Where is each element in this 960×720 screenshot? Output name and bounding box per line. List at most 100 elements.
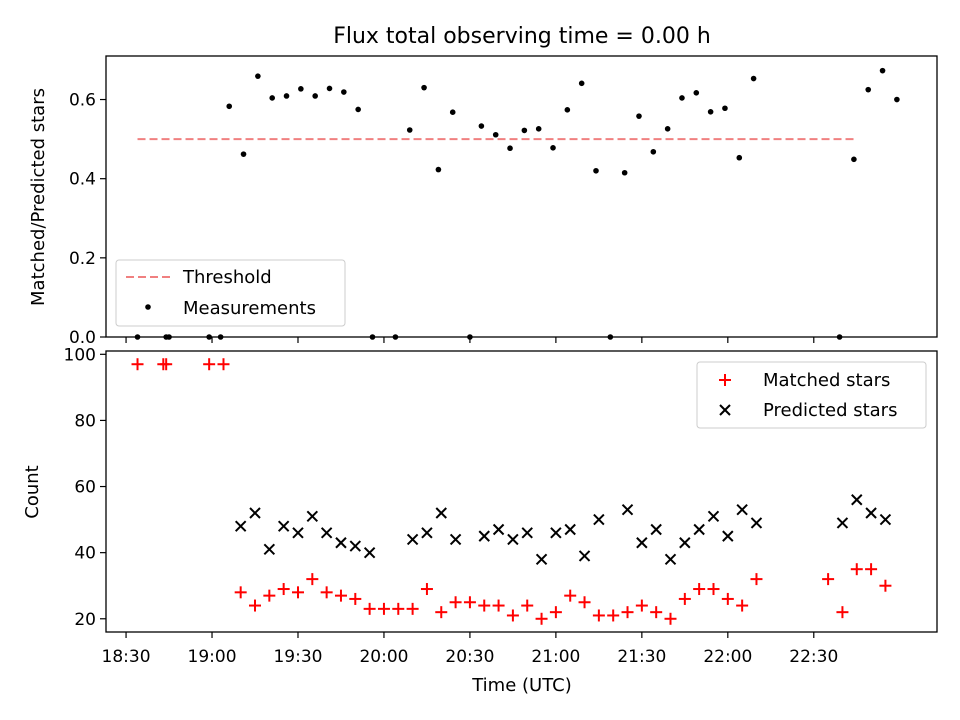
predicted-star-point: [578, 550, 591, 562]
y-tick-label: 0.4: [69, 170, 96, 190]
predicted-star-point: [650, 523, 662, 536]
measurement-point: [435, 166, 442, 173]
x-axis-label: Time (UTC): [471, 675, 572, 696]
predicted-star-point: [292, 527, 304, 539]
measurement-point: [564, 107, 571, 113]
measurement-point: [521, 127, 528, 134]
predicted-star-point: [851, 494, 863, 506]
matched-star-point: [506, 609, 519, 622]
measurement-point: [736, 154, 743, 161]
measurement-point: [679, 95, 685, 101]
x-tick-label: 22:00: [703, 647, 752, 667]
y-tick-label: 100: [64, 345, 96, 365]
y-tick-label: 0.0: [69, 328, 96, 348]
x-tick-label: 18:30: [102, 647, 151, 667]
matched-star-point: [850, 563, 863, 576]
matched-star-point: [291, 586, 304, 599]
predicted-star-point: [449, 533, 462, 546]
legend-threshold-label: Threshold: [182, 267, 272, 288]
count-legend: Matched stars Predicted stars: [696, 361, 927, 429]
measurement-point: [507, 145, 513, 152]
matched-star-point: [349, 592, 362, 605]
predicted-star-point: [664, 553, 677, 565]
predicted-star-point: [679, 537, 691, 549]
measurement-point: [492, 131, 499, 138]
y-tick-label: 60: [74, 478, 96, 498]
matched-star-point: [234, 586, 247, 599]
legend-matched-swatch: [719, 374, 731, 386]
measurement-point: [894, 96, 900, 103]
predicted-star-point: [736, 503, 748, 516]
predicted-star-point: [406, 533, 419, 546]
measurement-point: [226, 103, 233, 110]
measurement-point: [355, 106, 361, 113]
count-panel-frame: [105, 350, 938, 633]
matched-star-point: [406, 602, 419, 615]
predicted-stars-points: [234, 494, 892, 565]
figure-title: Flux total observing time = 0.00 h: [333, 24, 711, 49]
matched-star-point: [607, 609, 620, 622]
y-tick-label: 80: [74, 411, 96, 431]
matched-star-point: [449, 596, 462, 609]
matched-star-point: [249, 599, 262, 612]
predicted-star-point: [478, 530, 490, 542]
measurement-point: [750, 75, 757, 82]
matched-star-point: [750, 573, 763, 586]
legend-matched-label: Matched stars: [763, 370, 890, 391]
matched-star-point: [549, 606, 562, 619]
matched-star-point: [678, 592, 691, 605]
y-tick-label: 20: [74, 610, 96, 630]
measurement-point: [621, 169, 628, 176]
measurement-point: [283, 93, 290, 99]
y-tick-label: 40: [74, 544, 96, 564]
measurement-point: [406, 127, 413, 133]
predicted-star-point: [693, 523, 705, 536]
ratio-panel-frame: [105, 55, 938, 338]
measurement-point: [255, 73, 261, 79]
matched-star-point: [131, 358, 144, 371]
matched-star-point: [435, 606, 448, 619]
measurement-point: [535, 126, 542, 132]
measurement-point: [636, 113, 642, 119]
measurement-point: [550, 145, 556, 151]
matched-star-point: [578, 596, 591, 609]
matched-star-point: [377, 602, 390, 615]
matched-stars-points: [131, 358, 892, 625]
measurement-point: [707, 109, 714, 115]
measurement-point: [312, 93, 318, 99]
legend-measurements-swatch: [145, 304, 151, 310]
predicted-star-point: [306, 510, 319, 523]
measurement-point: [298, 86, 304, 92]
predicted-star-point: [421, 527, 433, 539]
matched-star-point: [664, 612, 677, 625]
measurement-point: [240, 151, 247, 157]
predicted-star-point: [621, 503, 634, 516]
x-tick-label: 22:30: [789, 647, 838, 667]
predicted-star-point: [564, 523, 576, 536]
matched-star-point: [306, 573, 319, 586]
predicted-star-point: [277, 520, 290, 532]
matched-star-point: [263, 589, 276, 602]
matched-star-point: [879, 579, 892, 592]
matched-star-point: [650, 606, 663, 619]
ratio-legend: Threshold Measurements: [115, 259, 346, 327]
measurement-point: [421, 84, 427, 91]
matched-star-point: [320, 586, 333, 599]
predicted-star-point: [492, 523, 505, 536]
matched-star-point: [160, 358, 173, 371]
matched-star-point: [217, 358, 230, 371]
matched-star-point: [277, 583, 290, 596]
predicted-star-point: [249, 507, 261, 519]
ratio-panel: 0.0 0.2 0.4 0.6 Matched/Predicted stars Thr…: [28, 55, 938, 348]
predicted-star-point: [263, 543, 276, 556]
measurement-point: [578, 80, 585, 87]
measurement-point: [449, 109, 456, 115]
measurement-point: [664, 126, 671, 132]
predicted-star-point: [435, 507, 447, 519]
predicted-star-point: [593, 513, 605, 526]
predicted-star-point: [836, 517, 849, 529]
matched-star-point: [621, 606, 634, 619]
count-panel: 20 40 60 80 100 18:30 19:00 19:30 20:00 20:30 21:…: [22, 345, 938, 696]
predicted-star-point: [550, 527, 562, 539]
legend-measurements-label: Measurements: [183, 298, 316, 319]
